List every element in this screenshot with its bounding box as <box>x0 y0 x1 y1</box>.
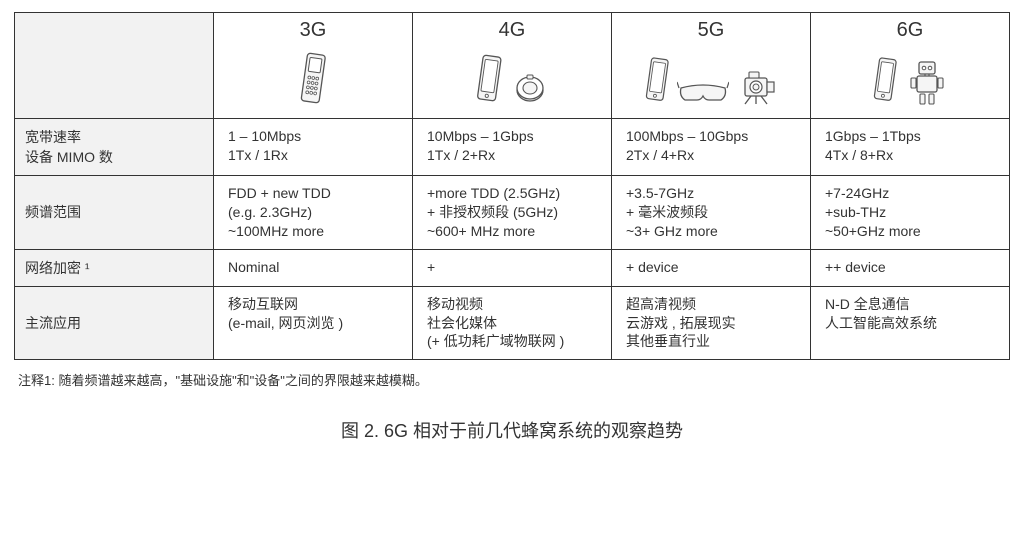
table-row: 主流应用 移动互联网 (e-mail, 网页浏览 ) 移动视频 社会化媒体 (+… <box>15 286 1010 360</box>
phone-keypad-icon <box>298 52 328 108</box>
row-label: 频谱范围 <box>15 176 214 250</box>
header-row: 3G 4G <box>15 13 1010 119</box>
cell: 移动互联网 (e-mail, 网页浏览 ) <box>214 286 413 360</box>
cell: ++ device <box>811 249 1010 286</box>
cell: 1Gbps – 1Tbps 4Tx / 8+Rx <box>811 119 1010 176</box>
cell: +7-24GHz +sub-THz ~50+GHz more <box>811 176 1010 250</box>
cell: +3.5-7GHz + 毫米波频段 ~3+ GHz more <box>612 176 811 250</box>
header-6g: 6G <box>811 13 1010 119</box>
corner-blank-cell <box>15 13 214 119</box>
ar-glasses-icon <box>677 78 729 108</box>
cell: N-D 全息通信 人工智能高效系统 <box>811 286 1010 360</box>
footnote-text: 注释1: 随着频谱越来越高，"基础设施"和"设备"之间的界限越来越模糊。 <box>14 370 1010 389</box>
table-row: 网络加密 ¹ Nominal + + device ++ device <box>15 249 1010 286</box>
table-row: 宽带速率 设备 MIMO 数 1 – 10Mbps 1Tx / 1Rx 10Mb… <box>15 119 1010 176</box>
icon-row-5g <box>616 48 806 108</box>
cell: 移动视频 社会化媒体 (+ 低功耗广域物联网 ) <box>413 286 612 360</box>
gen-title: 6G <box>815 19 1005 42</box>
table-row: 频谱范围 FDD + new TDD (e.g. 2.3GHz) ~100MHz… <box>15 176 1010 250</box>
row-label: 主流应用 <box>15 286 214 360</box>
camera-icon <box>735 64 779 108</box>
row-label: 网络加密 ¹ <box>15 249 214 286</box>
header-4g: 4G <box>413 13 612 119</box>
gen-title: 4G <box>417 19 607 42</box>
camera-lens-icon <box>510 68 550 108</box>
cell: + <box>413 249 612 286</box>
smartphone-icon <box>871 54 899 108</box>
cell: 100Mbps – 10Gbps 2Tx / 4+Rx <box>612 119 811 176</box>
smartphone-icon <box>474 52 504 108</box>
cell: 超高清视频 云游戏 , 拓展现实 其他垂直行业 <box>612 286 811 360</box>
gen-title: 3G <box>218 19 408 42</box>
gen-title: 5G <box>616 19 806 42</box>
cell: 1 – 10Mbps 1Tx / 1Rx <box>214 119 413 176</box>
cell: 10Mbps – 1Gbps 1Tx / 2+Rx <box>413 119 612 176</box>
header-3g: 3G <box>214 13 413 119</box>
icon-row-4g <box>417 48 607 108</box>
cell: Nominal <box>214 249 413 286</box>
icon-row-6g <box>815 48 1005 108</box>
icon-row-3g <box>218 48 408 108</box>
robot-icon <box>905 58 949 108</box>
header-5g: 5G <box>612 13 811 119</box>
smartphone-icon <box>643 54 671 108</box>
row-label: 宽带速率 设备 MIMO 数 <box>15 119 214 176</box>
cell: FDD + new TDD (e.g. 2.3GHz) ~100MHz more <box>214 176 413 250</box>
cell: +more TDD (2.5GHz) + 非授权频段 (5GHz) ~600+ … <box>413 176 612 250</box>
figure-caption: 图 2. 6G 相对于前几代蜂窝系统的观察趋势 <box>14 417 1010 443</box>
cell: + device <box>612 249 811 286</box>
comparison-table: 3G 4G <box>14 12 1010 360</box>
